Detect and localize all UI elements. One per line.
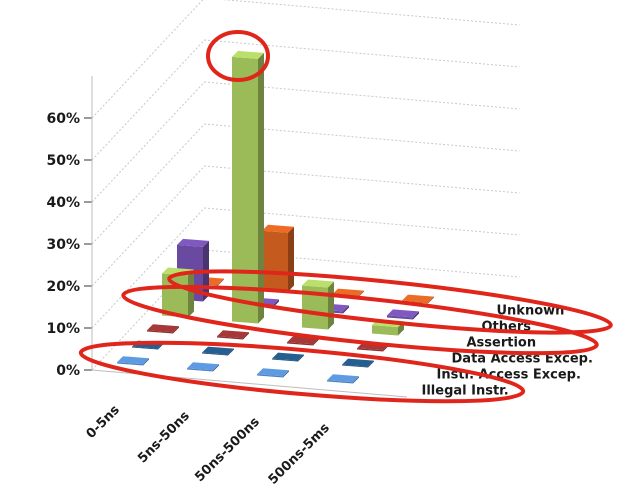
bar-side-face (283, 370, 289, 378)
bar-front-face (132, 346, 158, 350)
bar-side-face (313, 338, 319, 346)
bar-front-face (387, 315, 413, 320)
series-label: Assertion (467, 336, 537, 351)
bar-side-face (218, 278, 224, 286)
bar-assertion-1 (232, 50, 264, 324)
bar-illegal-instr--2 (257, 368, 289, 378)
bar-side-face (328, 281, 334, 330)
bar-illegal-instr--3 (327, 374, 359, 384)
bar-top-face (117, 356, 149, 365)
bar-top-face (232, 50, 264, 59)
bar-top-face (217, 330, 249, 339)
bar-top-face (257, 368, 289, 377)
bar-front-face (327, 380, 353, 384)
series-label: Unknown (497, 304, 565, 319)
bar-data-access-excep--1 (217, 330, 249, 340)
bar-side-face (353, 376, 359, 384)
bar-front-face (217, 336, 243, 340)
gridline (91, 165, 520, 287)
bar-illegal-instr--0 (117, 356, 149, 366)
y-tick-label: 10% (46, 321, 80, 337)
bar-instr-access-excep--1 (202, 346, 234, 356)
bar-side-face (243, 332, 249, 340)
bar-side-face (368, 360, 374, 368)
bar-side-face (288, 226, 294, 292)
bar-front-face (187, 368, 213, 372)
bar-top-face (177, 238, 209, 247)
bar-front-face (147, 330, 173, 334)
bar-unknown-1 (262, 224, 294, 292)
bar-side-face (358, 290, 364, 298)
annotation-ellipse-others (167, 269, 613, 335)
bar-side-face (228, 348, 234, 356)
x-tick-label: 500ns-5ms (266, 420, 333, 487)
bar-unknown-3 (402, 294, 434, 304)
bar-front-face (287, 342, 313, 346)
annotations (78, 30, 613, 404)
bar-instr-access-excep--2 (272, 352, 304, 362)
annotation-ellipse-data-access (121, 284, 599, 356)
x-tick-label: 0-5ns (84, 402, 123, 441)
bar-top-face (187, 362, 219, 371)
y-tick-label: 50% (46, 153, 80, 169)
y-tick-label: 0% (56, 363, 80, 379)
bar-front-face (257, 374, 283, 378)
bar-assertion-2 (302, 279, 334, 330)
bar-top-face (272, 352, 304, 361)
gridline (91, 81, 520, 203)
bar-front-face (302, 285, 328, 330)
x-tick-label: 50ns-500ns (192, 414, 263, 485)
series-label: Illegal Instr. (422, 384, 509, 399)
y-tick-label: 20% (46, 279, 80, 295)
bar-side-face (428, 296, 434, 304)
bar-others-3 (387, 309, 419, 320)
annotation-ellipse-illegal-instr (78, 340, 526, 404)
bar-side-face (298, 354, 304, 362)
bar-front-face (357, 348, 383, 352)
annotation-circle-peak (206, 30, 270, 82)
x-tick-label: 5ns-50ns (135, 408, 193, 466)
bar-side-face (213, 364, 219, 372)
bar-front-face (162, 273, 188, 318)
gridline (91, 0, 520, 119)
bar-front-face (272, 358, 298, 362)
bar-top-face (387, 309, 419, 318)
bar-side-face (258, 52, 264, 324)
bar-side-face (413, 311, 419, 320)
bar-side-face (188, 269, 194, 318)
bar-top-face (342, 358, 374, 367)
bar-front-face (342, 364, 368, 368)
bar-top-face (147, 324, 179, 333)
bar-top-face (402, 294, 434, 303)
bar-top-face (262, 224, 294, 233)
bar-data-access-excep--0 (147, 324, 179, 334)
gridline (91, 123, 520, 245)
bar-top-face (202, 346, 234, 355)
bar-instr-access-excep--3 (342, 358, 374, 368)
bar-top-face (302, 279, 334, 288)
y-tick-label: 40% (46, 195, 80, 211)
bar-front-face (372, 325, 398, 336)
y-tick-label: 60% (46, 111, 80, 127)
bar-side-face (143, 358, 149, 366)
series-label: Data Access Excep. (452, 352, 593, 367)
gridline (91, 39, 520, 161)
bar-front-face (262, 230, 288, 292)
bar-illegal-instr--1 (187, 362, 219, 372)
bar-assertion-0 (162, 267, 194, 318)
bar-top-face (327, 374, 359, 383)
bar-side-face (173, 326, 179, 334)
y-tick-label: 30% (46, 237, 80, 253)
bar-side-face (343, 305, 349, 314)
bar-front-face (232, 56, 258, 324)
bar-front-face (117, 362, 143, 366)
gridline (91, 207, 520, 329)
bar-front-face (202, 352, 228, 356)
bars (117, 50, 434, 384)
